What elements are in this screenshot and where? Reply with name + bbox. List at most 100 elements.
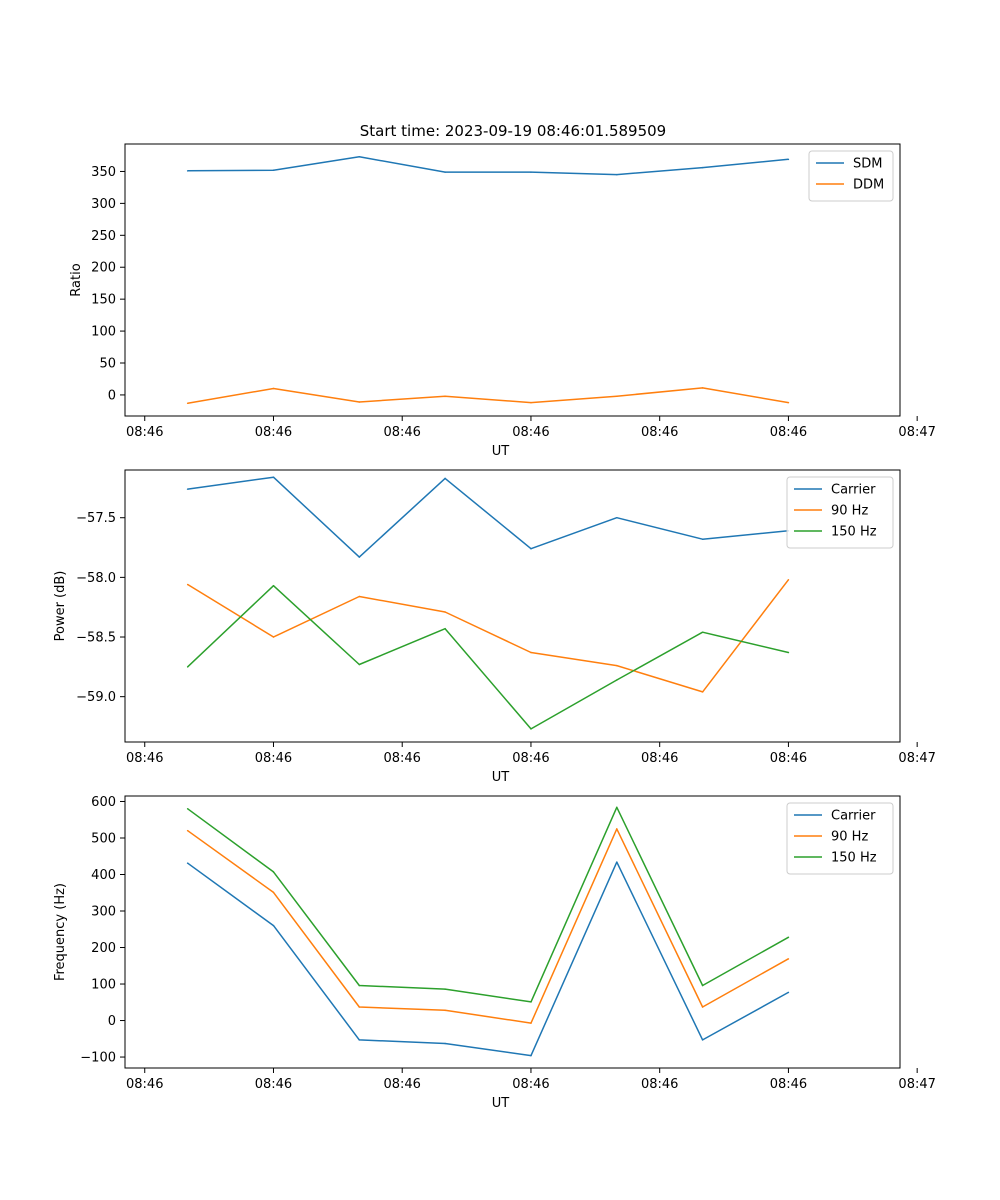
axes-frame [124,469,901,743]
y-tick-label: 200 [91,261,116,276]
data-point [186,808,189,810]
x-tick-label: 08:46 [383,751,420,766]
data-point [272,387,275,390]
x-tick-label: 08:46 [512,1077,549,1092]
x-tick-label: 08:46 [383,425,420,440]
data-point [530,1001,532,1003]
data-point [272,924,275,927]
data-point [444,1042,446,1045]
x-tick-label: 08:46 [641,425,678,440]
data-point [787,651,790,654]
data-point [701,166,704,169]
data-point [358,401,361,403]
series-line-ddm [187,387,789,404]
data-point [787,958,790,960]
series-line-carrier [187,861,789,1057]
y-tick-label: −57.5 [76,511,116,526]
chart-panel-3: 08:46 08:46 08:46 08:46 08:46 08:46 08:47 −100 0… [53,795,936,1111]
data-point [444,395,446,397]
y-tick-label: 300 [91,197,116,212]
x-tick-label: 08:46 [770,425,807,440]
legend: Carrier 90 Hz 150 Hz [786,802,894,875]
data-point [787,579,790,581]
data-point [272,891,275,894]
data-point [358,984,361,987]
y-tick-label: 400 [91,868,116,883]
legend: Carrier 90 Hz 150 Hz [786,476,894,549]
x-tick-label: 08:46 [512,425,549,440]
data-point [701,1039,704,1041]
data-point [787,158,790,161]
data-point [530,171,532,173]
data-point [186,402,189,404]
y-tick-label: 50 [99,357,116,372]
data-point [186,829,189,832]
legend-label: 150 Hz [831,525,877,540]
legend-label: 90 Hz [831,504,868,519]
y-tick-label: 0 [108,1014,116,1029]
data-point [272,584,275,587]
data-point [701,387,704,389]
axes-frame [124,795,901,1069]
series-line-150-hz [187,806,789,1003]
legend-label: DDM [853,178,884,193]
y-tick-label: 150 [91,293,116,308]
data-point [186,170,189,172]
y-axis-label: Ratio [69,263,84,296]
data-point [530,401,532,404]
y-tick-label: 250 [91,229,116,244]
y-tick-label: 100 [91,325,116,340]
data-point [616,861,618,863]
series-line-sdm [187,156,789,176]
y-tick-label: 0 [108,388,116,403]
data-point [444,988,446,990]
y-tick-label: 100 [91,978,116,993]
x-axis-label: UT [492,770,510,785]
data-point [530,547,532,550]
data-point [272,476,275,478]
data-point [530,1054,532,1057]
data-point [272,636,275,638]
x-tick-label: 08:46 [126,425,163,440]
y-tick-label: 300 [91,905,116,920]
data-point [701,631,704,633]
y-tick-label: 350 [91,165,116,180]
data-point [444,627,446,630]
data-point [701,984,704,987]
y-tick-label: 200 [91,941,116,956]
chart-panel-1: 08:46 08:46 08:46 08:46 08:46 08:46 08:47 0 50 10… [69,143,936,459]
x-tick-label: 08:47 [898,1077,935,1092]
data-point [444,171,446,173]
data-point [444,611,446,613]
data-point [616,516,618,519]
data-point [444,1009,446,1012]
data-point [530,651,532,654]
legend: SDM DDM [808,150,894,202]
y-axis-label: Frequency (Hz) [53,883,68,981]
data-point [616,806,618,809]
data-point [444,477,446,480]
data-point [787,401,790,404]
x-tick-label: 08:46 [126,751,163,766]
x-axis-label: UT [492,444,510,459]
x-tick-label: 08:46 [641,1077,678,1092]
series-line-90-hz [187,579,789,693]
data-point [358,595,361,598]
data-point [186,488,189,490]
y-axis-label: Power (dB) [53,571,68,642]
data-point [616,173,618,176]
figure-title: Start time: 2023-09-19 08:46:01.589509 [360,122,666,140]
y-tick-label: −100 [80,1051,116,1066]
series-line-carrier [187,476,789,558]
data-point [272,169,275,171]
data-point [616,664,618,667]
legend-label: 90 Hz [831,830,868,845]
x-tick-label: 08:46 [255,1077,292,1092]
data-point [358,1039,361,1041]
data-point [616,828,618,830]
data-point [358,663,361,666]
legend-label: SDM [853,157,882,172]
x-tick-label: 08:46 [383,1077,420,1092]
data-point [616,395,618,397]
